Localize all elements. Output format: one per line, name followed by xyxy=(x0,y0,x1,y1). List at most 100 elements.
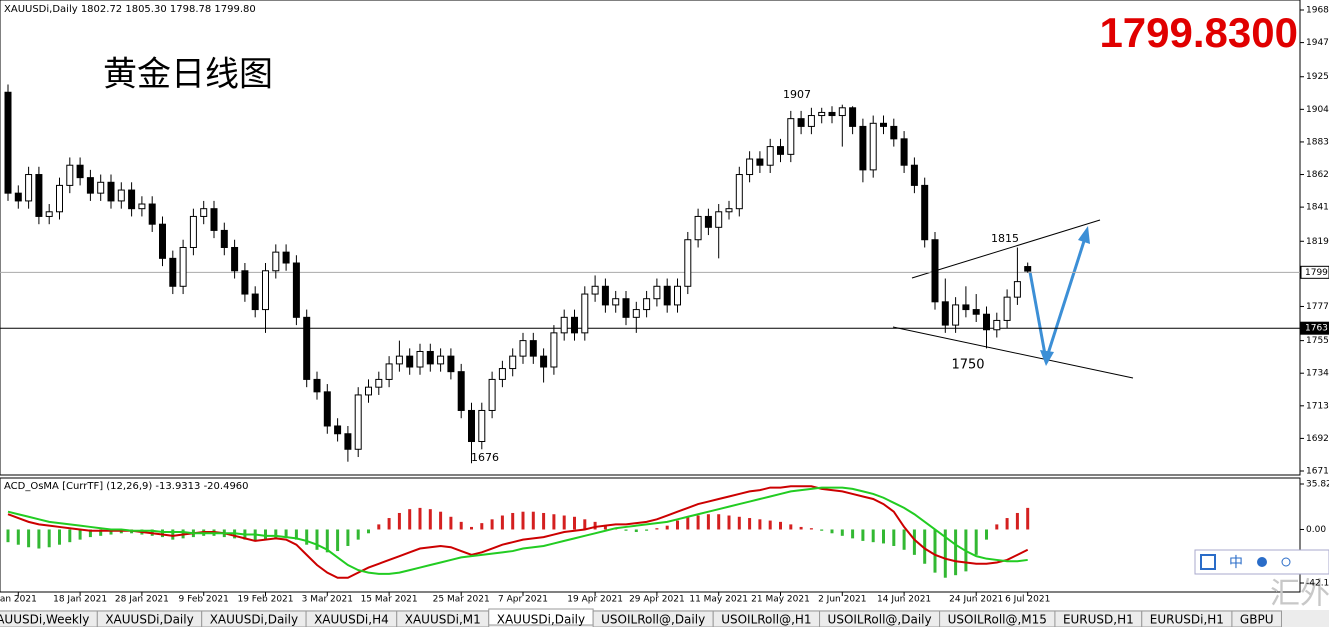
tab[interactable]: XAUUSDi,Daily xyxy=(497,613,585,627)
candle-body xyxy=(292,262,300,318)
watermark: 汇外网 xyxy=(1270,577,1329,612)
tab[interactable]: EURUSDi,H1 xyxy=(1150,613,1224,627)
histogram-bar xyxy=(706,514,710,530)
toolbar-text[interactable]: 中 xyxy=(1229,555,1243,571)
candle-body xyxy=(128,189,136,210)
x-tick-label: 25 Mar 2021 xyxy=(433,595,490,605)
histogram-bar xyxy=(305,529,309,545)
histogram-bar xyxy=(634,529,638,533)
histogram-bar xyxy=(531,511,535,530)
trend-line xyxy=(892,326,1134,379)
y-tick-label: 1734 xyxy=(1306,369,1329,379)
tab[interactable]: USOILRoll@,H1 xyxy=(721,613,811,627)
macd-title: ACD_OsMA [CurrTF] (12,26,9) -13.9313 -20… xyxy=(4,481,249,492)
candle-body xyxy=(138,203,146,210)
candle-body xyxy=(725,208,733,213)
candle-body xyxy=(4,91,12,194)
y-tick-label: 0.00 xyxy=(1306,525,1326,535)
x-tick-label: 19 Apr 2021 xyxy=(567,595,623,605)
tab[interactable]: USOILRoll@,M15 xyxy=(948,613,1047,627)
histogram-bar xyxy=(758,519,762,530)
candle-body xyxy=(797,118,805,127)
candle-body xyxy=(674,285,681,306)
histogram-bar xyxy=(902,529,906,550)
candle-body xyxy=(581,293,589,334)
candle-body xyxy=(1024,266,1032,272)
tab[interactable]: XAUUSDi,Weekly xyxy=(0,613,89,627)
y-tick-label: 1755 xyxy=(1306,336,1329,346)
candle-body xyxy=(344,433,352,450)
histogram-bar xyxy=(346,529,350,546)
histogram-bar xyxy=(552,514,556,530)
histogram-bar xyxy=(820,529,824,531)
histogram-bar xyxy=(470,526,473,530)
histogram-bar xyxy=(428,509,432,530)
x-tick-label: 11 May 2021 xyxy=(689,595,748,605)
candle-body xyxy=(272,251,280,272)
tab[interactable]: USOILRoll@,Daily xyxy=(828,613,932,627)
histogram-bar xyxy=(645,529,649,531)
histogram-bar xyxy=(294,529,298,540)
histogram-bar xyxy=(1015,512,1019,530)
histogram-bar xyxy=(88,529,92,538)
candle-body xyxy=(323,391,331,427)
x-tick-label: 7 Apr 2021 xyxy=(498,595,548,605)
macd-frame xyxy=(0,477,1301,593)
candle-body xyxy=(416,350,424,368)
histogram-bar xyxy=(27,529,31,548)
tab[interactable]: XAUUSDi,H4 xyxy=(314,613,389,627)
candle-body xyxy=(468,409,475,443)
histogram-bar xyxy=(1026,507,1030,530)
candle-body xyxy=(735,174,743,210)
tab[interactable]: GBPU xyxy=(1240,613,1274,627)
arrow-head xyxy=(1078,226,1090,244)
candle-body xyxy=(282,251,290,264)
tab[interactable]: USOILRoll@,Daily xyxy=(601,613,705,627)
histogram-bar xyxy=(943,529,947,578)
candle-body xyxy=(231,246,239,272)
candle-body xyxy=(220,229,228,248)
candle-body xyxy=(993,319,1001,331)
histogram-bar xyxy=(377,524,381,530)
candle-body xyxy=(45,211,53,217)
candle-body xyxy=(86,177,94,194)
histogram-bar xyxy=(336,529,340,552)
x-tick-label: 19 Feb 2021 xyxy=(237,595,293,605)
price-label-box xyxy=(1300,265,1329,279)
x-tick-label: 29 Apr 2021 xyxy=(629,595,685,605)
histogram-bar xyxy=(696,515,700,530)
tab[interactable]: XAUUSDi,Daily xyxy=(105,613,193,627)
toolbar-icon[interactable] xyxy=(1281,557,1291,567)
tab[interactable]: EURUSD,H1 xyxy=(1063,613,1134,627)
y-tick-label: 35.82 xyxy=(1306,480,1329,490)
histogram-bar xyxy=(861,529,865,541)
y-tick-label: 1883 xyxy=(1306,137,1329,147)
candle-body xyxy=(952,304,960,326)
histogram-bar xyxy=(511,512,515,530)
tab[interactable]: XAUUSDi,M1 xyxy=(405,613,481,627)
x-tick-label: 3 Mar 2021 xyxy=(302,595,353,605)
candle-body xyxy=(787,118,795,155)
candle-body xyxy=(900,138,908,166)
toolbar-icon[interactable] xyxy=(1257,557,1267,567)
candle-body xyxy=(560,316,568,334)
candle-body xyxy=(14,192,22,202)
candle-body xyxy=(828,111,836,117)
histogram-bar xyxy=(593,521,597,530)
candle-body xyxy=(643,298,651,311)
y-tick-label: 1841 xyxy=(1306,203,1329,213)
toolbar-icon[interactable] xyxy=(1200,554,1216,570)
histogram-bar xyxy=(603,525,607,530)
candle-body xyxy=(880,122,887,127)
candle-body xyxy=(498,368,506,380)
tab[interactable]: XAUUSDi,Daily xyxy=(210,613,298,627)
histogram-bar xyxy=(439,511,443,530)
histogram-bar xyxy=(737,516,741,530)
candle-body xyxy=(303,316,311,380)
candle-body xyxy=(869,122,877,171)
histogram-bar xyxy=(1005,518,1009,530)
candle-body xyxy=(684,239,692,287)
candle-body xyxy=(766,146,774,166)
candle-body xyxy=(941,301,949,326)
x-tick-label: 24 Jun 2021 xyxy=(949,595,1003,605)
